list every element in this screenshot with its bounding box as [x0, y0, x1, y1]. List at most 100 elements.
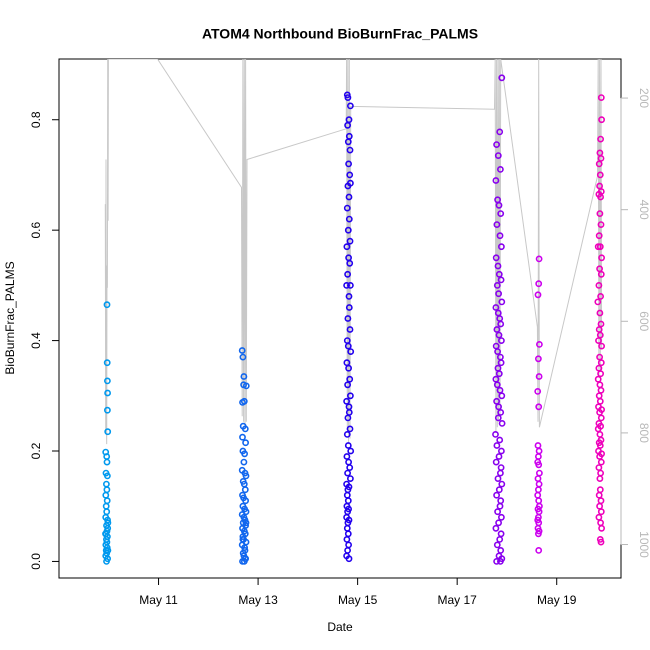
- data-point: [496, 502, 504, 510]
- data-point: [596, 408, 603, 416]
- data-point: [595, 392, 603, 400]
- data-point: [597, 508, 605, 516]
- data-point: [535, 403, 543, 411]
- data-point: [497, 320, 505, 328]
- data-point: [104, 377, 111, 385]
- y-axis-label: BioBurnFrac_PALMS: [3, 261, 17, 374]
- data-point: [535, 530, 542, 538]
- data-point: [241, 450, 248, 458]
- data-point: [597, 458, 605, 466]
- data-point: [535, 547, 543, 554]
- data-point: [343, 243, 351, 251]
- secondary-y-axis: 200 400 600 800 1000: [620, 88, 650, 558]
- y-tick-label: 0.4: [29, 332, 43, 349]
- data-point: [498, 392, 506, 400]
- data-point: [497, 408, 505, 416]
- data-point: [596, 502, 603, 510]
- data-point: [492, 524, 500, 532]
- data-point: [496, 232, 504, 240]
- data-point: [596, 171, 604, 179]
- data-point: [103, 480, 110, 488]
- data-point: [534, 387, 542, 395]
- data-point: [535, 280, 543, 288]
- data-point: [598, 524, 605, 532]
- series-6: [594, 94, 605, 546]
- data-point: [595, 160, 603, 168]
- data-point: [596, 210, 604, 217]
- data-point: [594, 375, 602, 383]
- data-point: [493, 491, 500, 499]
- data-point: [345, 193, 353, 201]
- data-point: [103, 558, 110, 565]
- data-point: [535, 453, 542, 460]
- pressure-trace-layer: [104, 59, 603, 445]
- data-point: [497, 464, 505, 471]
- data-point: [597, 370, 604, 378]
- data-points-layer: [102, 74, 605, 565]
- data-point: [242, 472, 250, 480]
- data-point: [535, 461, 543, 469]
- secondary-y-tick-label: 400: [637, 200, 650, 220]
- data-point: [498, 419, 506, 427]
- data-point: [498, 298, 506, 306]
- data-point: [597, 414, 605, 422]
- y-tick-label: 0.8: [29, 111, 43, 128]
- data-point: [241, 555, 249, 563]
- data-point: [102, 530, 109, 538]
- data-point: [103, 453, 111, 460]
- data-point: [344, 270, 351, 278]
- data-point: [495, 201, 503, 209]
- data-point: [103, 486, 111, 494]
- data-point: [495, 370, 503, 378]
- data-point: [343, 536, 351, 543]
- data-point: [535, 497, 543, 505]
- series-4: [492, 74, 506, 565]
- data-point: [535, 486, 542, 494]
- data-point: [597, 538, 605, 546]
- data-point: [493, 221, 501, 228]
- data-point: [596, 331, 604, 339]
- data-point: [493, 141, 500, 148]
- data-point: [344, 94, 352, 101]
- data-point: [496, 386, 504, 394]
- data-point: [346, 179, 354, 187]
- y-tick-label: 0.6: [29, 221, 43, 238]
- data-point: [345, 304, 353, 311]
- data-point: [242, 439, 249, 447]
- data-point: [104, 428, 112, 436]
- data-point: [496, 165, 504, 173]
- data-point: [345, 215, 353, 223]
- data-point: [596, 397, 604, 405]
- data-point: [492, 177, 500, 184]
- data-point: [493, 381, 501, 389]
- data-point: [534, 291, 542, 299]
- secondary-y-tick-label: 200: [637, 88, 650, 108]
- data-point: [496, 558, 504, 565]
- data-point: [344, 138, 352, 146]
- data-point: [346, 392, 354, 400]
- data-point: [495, 519, 502, 527]
- data-point: [239, 433, 246, 441]
- data-point: [346, 281, 354, 289]
- data-point: [598, 342, 605, 350]
- data-point: [104, 389, 111, 397]
- data-point: [493, 397, 500, 405]
- data-point: [597, 270, 605, 278]
- series-1: [102, 301, 112, 565]
- data-point: [240, 373, 248, 380]
- data-point: [345, 408, 353, 416]
- data-point: [597, 221, 605, 228]
- data-point: [241, 425, 249, 433]
- data-point: [493, 281, 501, 289]
- data-point: [239, 536, 247, 543]
- data-point: [239, 353, 247, 361]
- data-point: [597, 292, 604, 300]
- data-point: [242, 497, 249, 505]
- data-point: [343, 453, 351, 460]
- data-point: [594, 243, 602, 251]
- data-point: [102, 502, 110, 510]
- data-point: [104, 472, 111, 480]
- secondary-y-tick-label: 600: [637, 311, 650, 331]
- data-point: [497, 243, 505, 251]
